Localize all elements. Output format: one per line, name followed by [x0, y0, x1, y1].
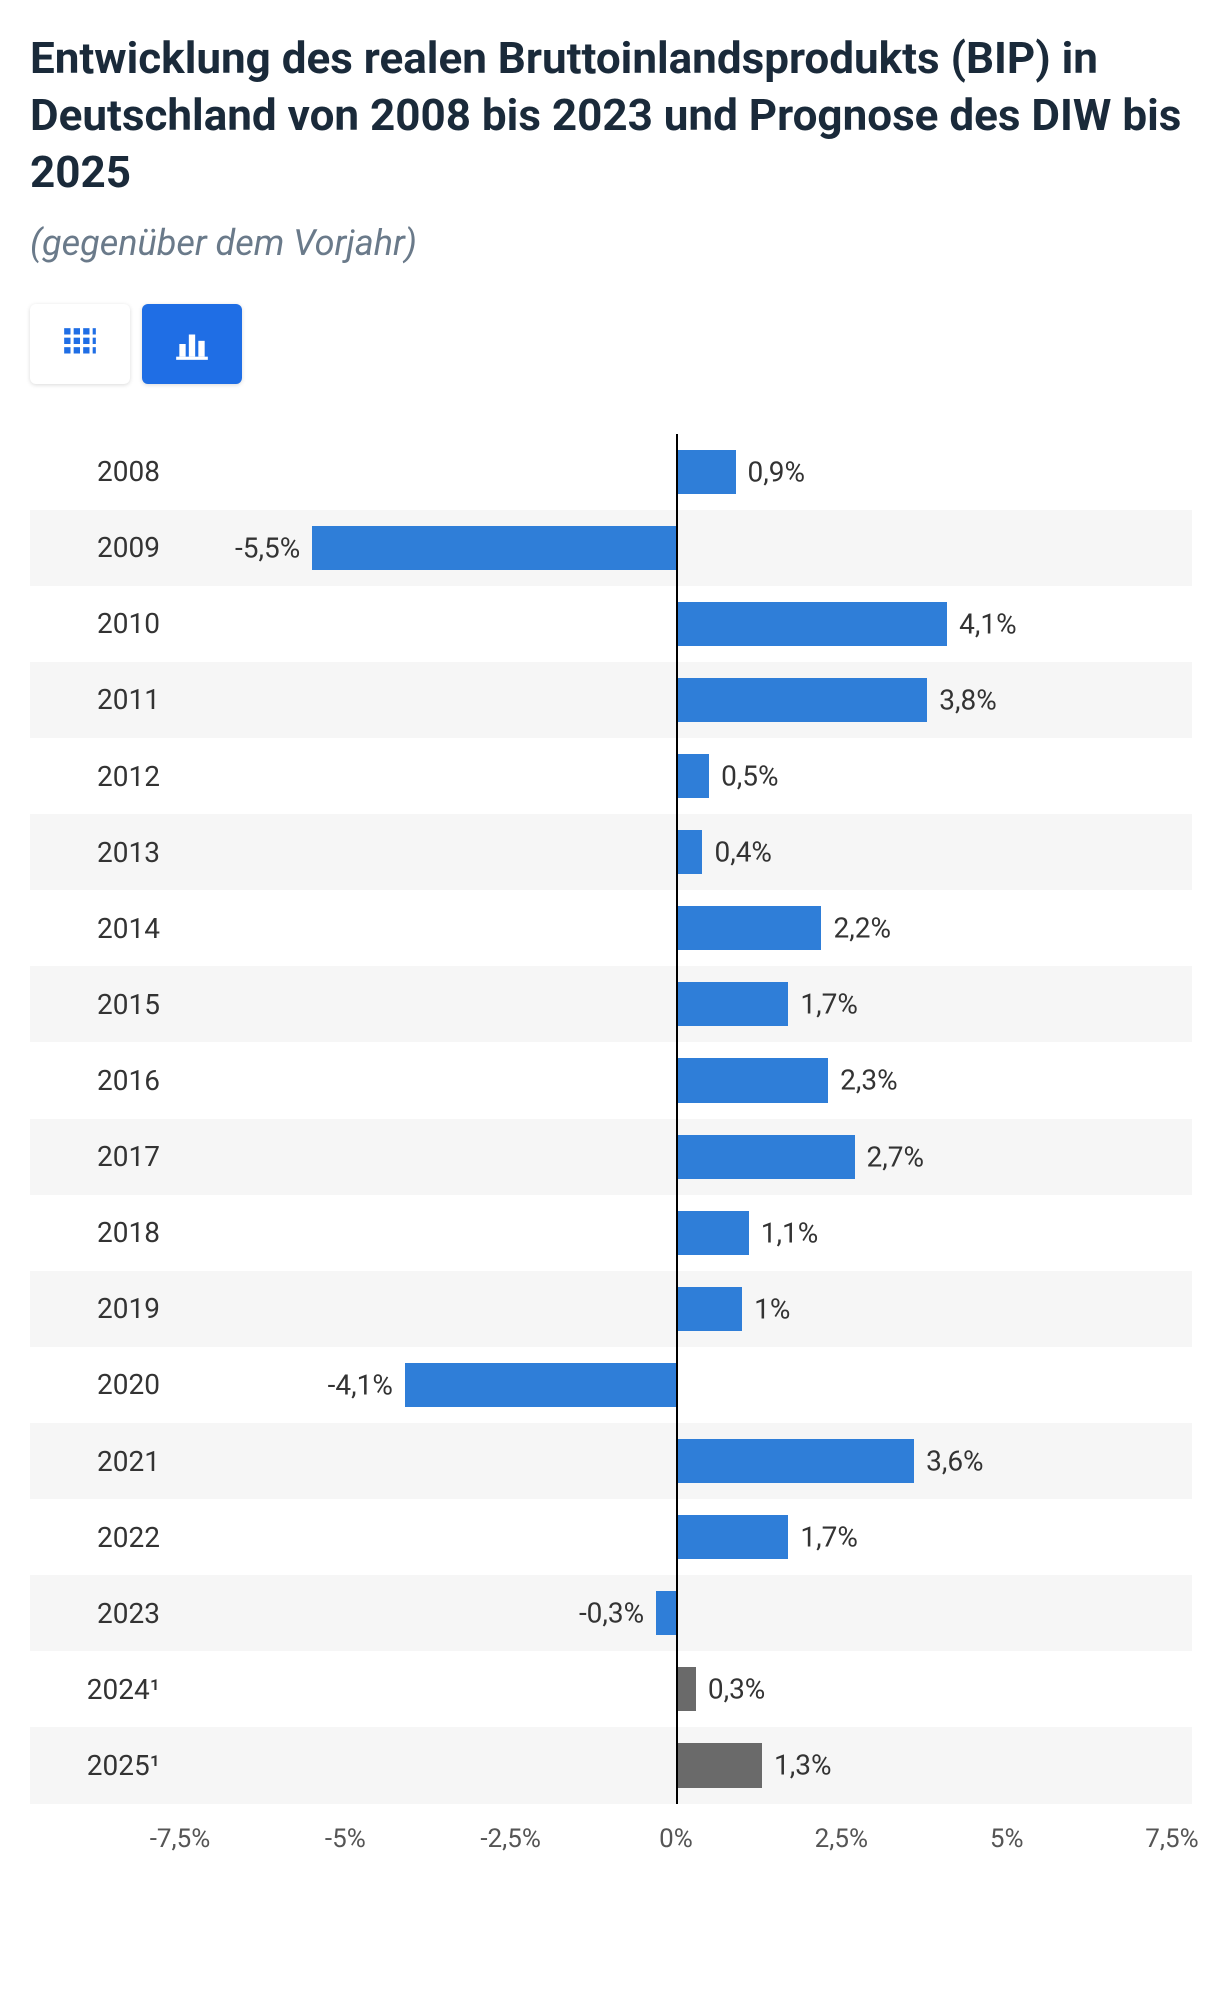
bar[interactable]: [676, 754, 709, 798]
year-label: 2019: [40, 1292, 160, 1325]
bar[interactable]: [676, 1439, 914, 1483]
year-label: 2008: [40, 455, 160, 488]
value-label: 3,6%: [926, 1445, 984, 1478]
x-axis: -7,5%-5%-2,5%0%2,5%5%7,5%: [180, 1814, 1172, 1864]
row-background: [30, 586, 1192, 662]
row-background: [30, 1499, 1192, 1575]
value-label: 0,9%: [748, 455, 806, 488]
plot-region: 20080,9%2009-5,5%20104,1%20113,8%20120,5…: [180, 434, 1172, 1804]
bar[interactable]: [676, 1667, 696, 1711]
year-label: 2024¹: [40, 1673, 160, 1706]
bar[interactable]: [676, 982, 788, 1026]
year-label: 2021: [40, 1445, 160, 1478]
row-background: [30, 966, 1192, 1042]
x-tick-label: 2,5%: [815, 1824, 868, 1854]
value-label: 3,8%: [939, 683, 997, 716]
grid-icon: [61, 325, 99, 363]
year-label: 2022: [40, 1521, 160, 1554]
value-label: 4,1%: [959, 607, 1017, 640]
row-background: [30, 814, 1192, 890]
x-tick-label: -2,5%: [480, 1824, 541, 1854]
value-label: 1%: [754, 1292, 790, 1325]
value-label: -4,1%: [328, 1368, 393, 1401]
year-label: 2015: [40, 988, 160, 1021]
row-background: [30, 738, 1192, 814]
x-tick-label: 7,5%: [1145, 1824, 1198, 1854]
zero-line: [676, 434, 678, 1804]
value-label: -0,3%: [579, 1597, 644, 1630]
row-background: [30, 1195, 1192, 1271]
year-label: 2016: [40, 1064, 160, 1097]
x-tick-label: 0%: [659, 1824, 693, 1854]
x-tick-label: 5%: [990, 1824, 1024, 1854]
row-background: [30, 1119, 1192, 1195]
bar[interactable]: [676, 602, 947, 646]
bar[interactable]: [676, 1135, 855, 1179]
bar[interactable]: [405, 1363, 676, 1407]
bar[interactable]: [676, 678, 927, 722]
bar[interactable]: [676, 1058, 828, 1102]
row-background: [30, 1651, 1192, 1727]
value-label: 2,2%: [833, 912, 891, 945]
bar[interactable]: [676, 1743, 762, 1787]
x-tick-label: -5%: [325, 1824, 366, 1854]
chart-title: Entwicklung des realen Bruttoinlandsprod…: [30, 30, 1192, 202]
bar-chart-icon: [173, 325, 211, 363]
bar[interactable]: [676, 830, 702, 874]
bar[interactable]: [676, 1287, 742, 1331]
row-background: [30, 1727, 1192, 1803]
value-label: 1,1%: [761, 1216, 819, 1249]
year-label: 2009: [40, 531, 160, 564]
year-label: 2014: [40, 912, 160, 945]
value-label: 1,7%: [800, 988, 858, 1021]
row-background: [30, 1042, 1192, 1118]
bar[interactable]: [676, 906, 821, 950]
year-label: 2011: [40, 683, 160, 716]
year-label: 2017: [40, 1140, 160, 1173]
year-label: 2010: [40, 607, 160, 640]
chart-view-button[interactable]: [142, 304, 242, 384]
bar[interactable]: [312, 526, 676, 570]
bar[interactable]: [656, 1591, 676, 1635]
year-label: 2025¹: [40, 1749, 160, 1782]
year-label: 2020: [40, 1368, 160, 1401]
value-label: 0,5%: [721, 760, 779, 793]
value-label: -5,5%: [235, 531, 300, 564]
view-toggle: [30, 304, 1192, 384]
value-label: 1,7%: [800, 1521, 858, 1554]
value-label: 0,4%: [714, 836, 772, 869]
bar[interactable]: [676, 1515, 788, 1559]
row-background: [30, 434, 1192, 510]
row-background: [30, 1271, 1192, 1347]
row-background: [30, 890, 1192, 966]
year-label: 2018: [40, 1216, 160, 1249]
value-label: 2,7%: [867, 1140, 925, 1173]
chart-subtitle: (gegenüber dem Vorjahr): [30, 222, 1192, 264]
table-view-button[interactable]: [30, 304, 130, 384]
row-background: [30, 662, 1192, 738]
bar[interactable]: [676, 450, 736, 494]
x-tick-label: -7,5%: [150, 1824, 211, 1854]
year-label: 2023: [40, 1597, 160, 1630]
year-label: 2013: [40, 836, 160, 869]
chart-area: 2008 0,9% 2009 -5,5% 2010 4,1% 2011 3,8% 2012 0,5…: [30, 434, 1192, 1864]
value-label: 0,3%: [708, 1673, 766, 1706]
year-label: 2012: [40, 760, 160, 793]
bar[interactable]: [676, 1211, 749, 1255]
value-label: 2,3%: [840, 1064, 898, 1097]
row-background: [30, 1423, 1192, 1499]
value-label: 1,3%: [774, 1749, 832, 1782]
